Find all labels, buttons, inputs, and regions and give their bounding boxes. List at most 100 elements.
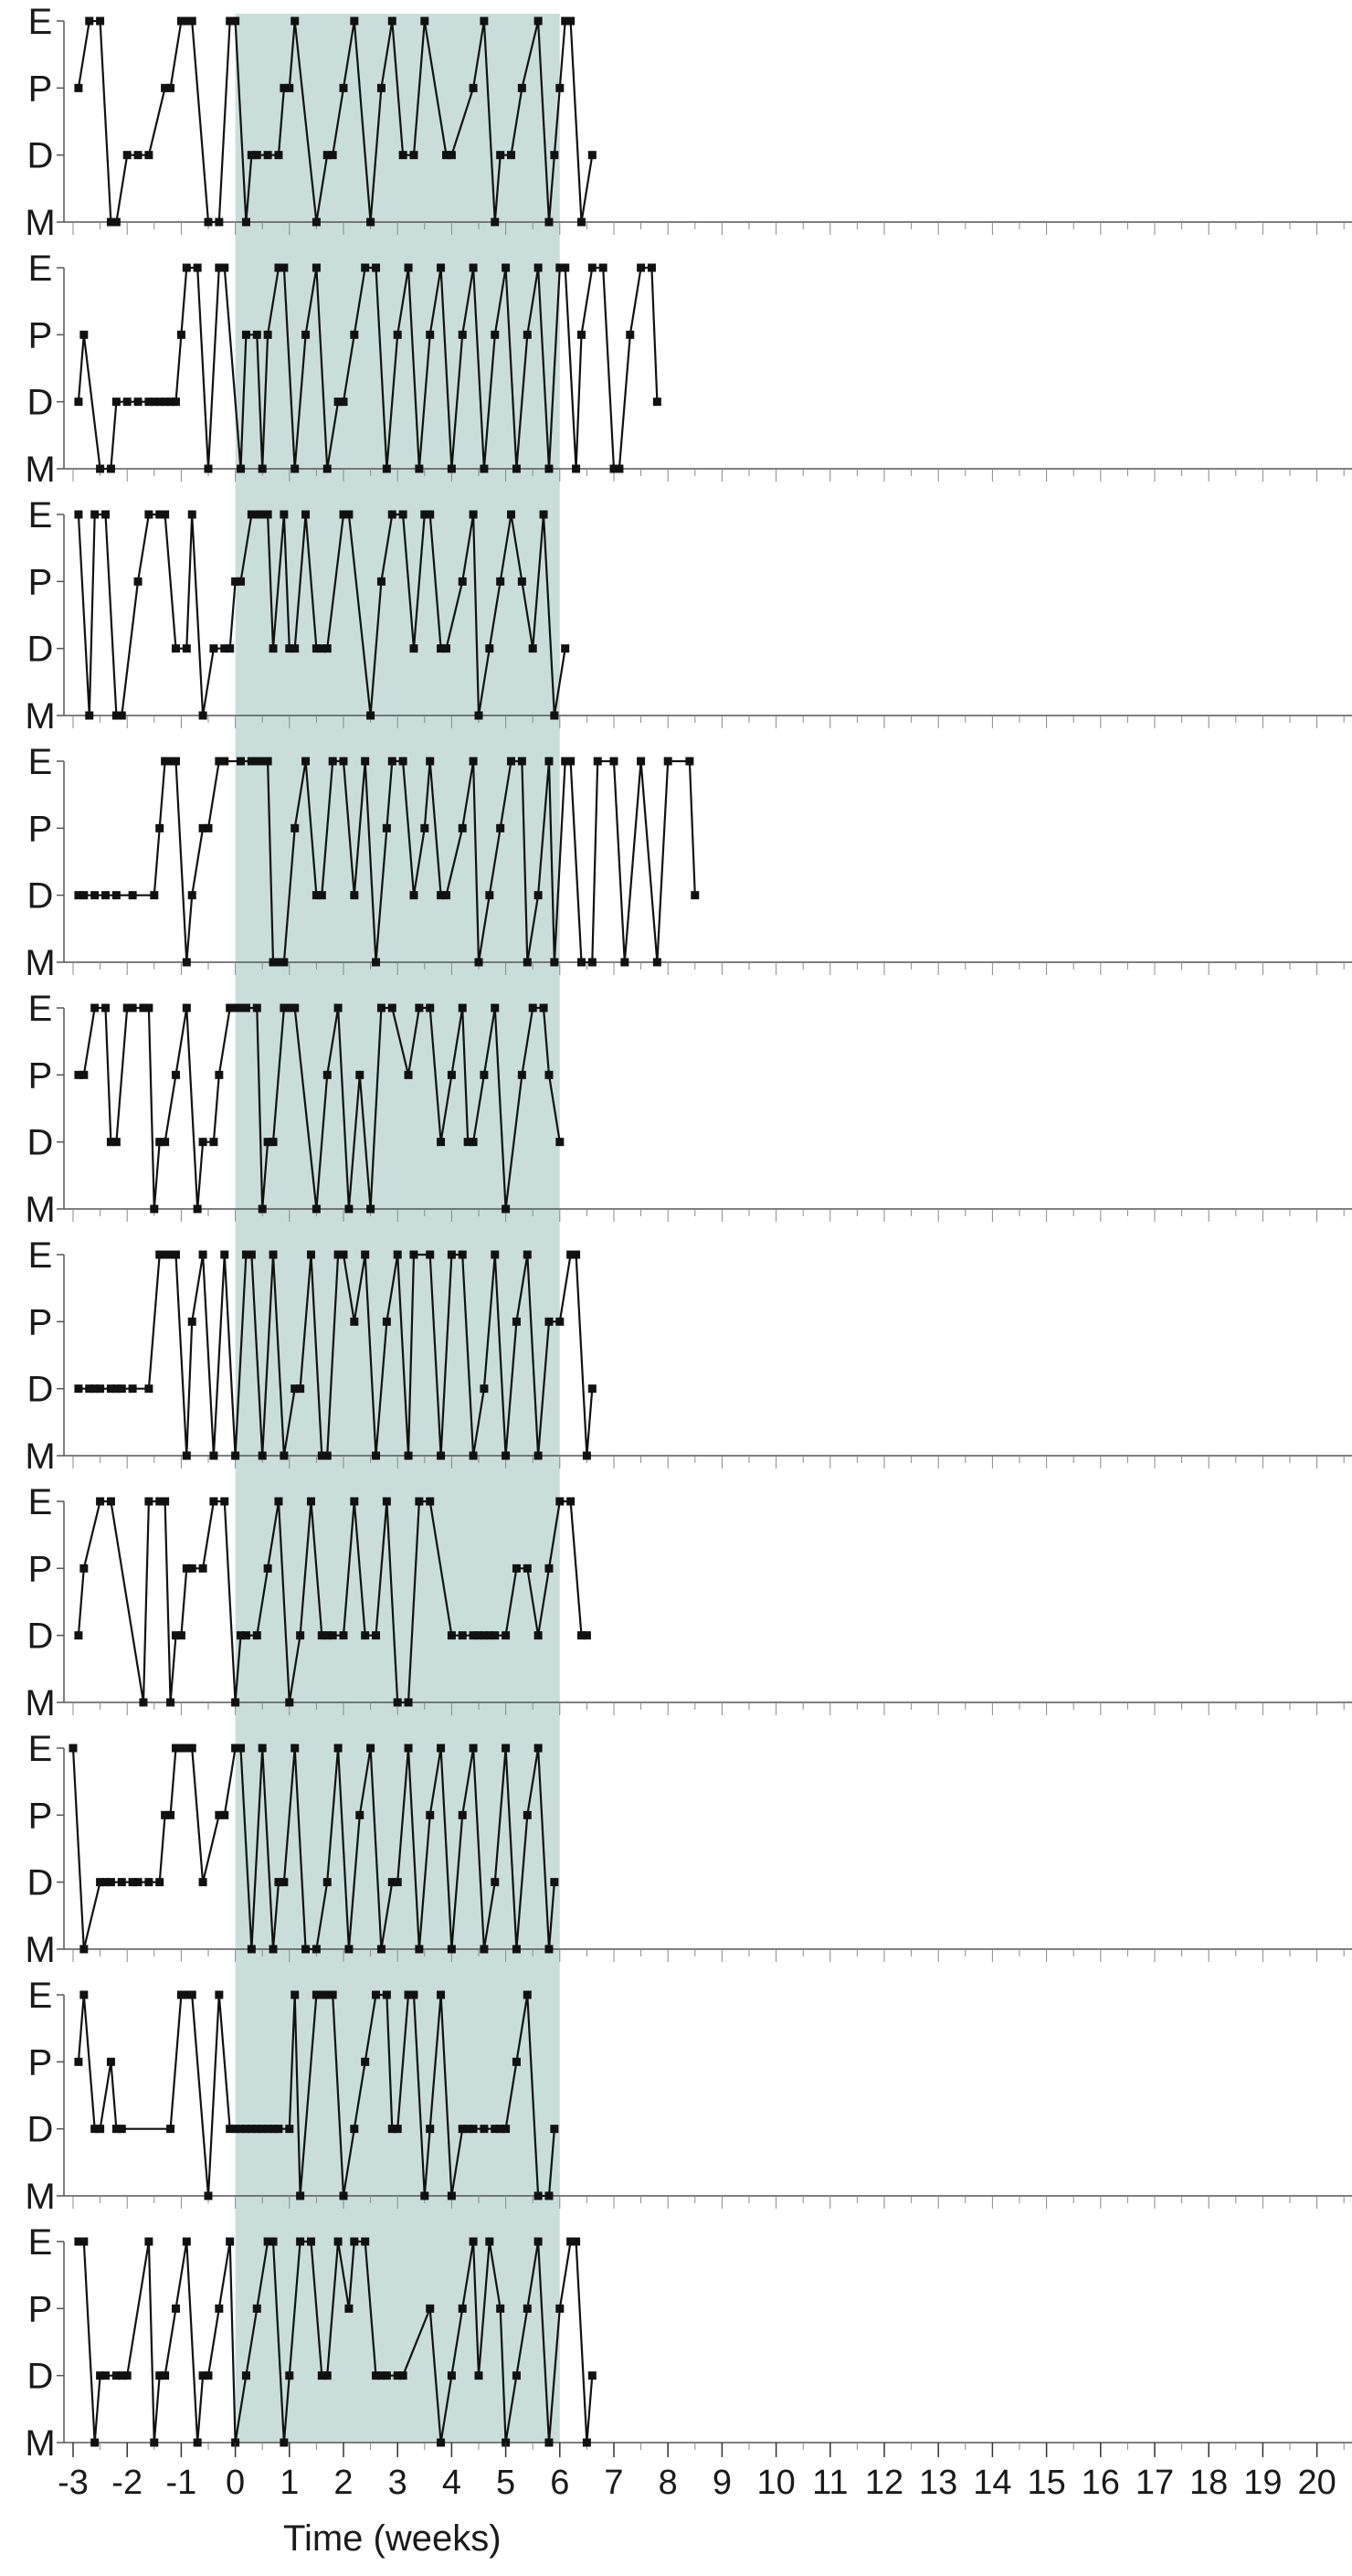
x-tick-label: 7 [604, 2464, 623, 2502]
y-tick-label: M [25, 696, 55, 737]
data-point [182, 958, 191, 967]
data-point [555, 2304, 565, 2313]
data-point [90, 2438, 100, 2447]
data-point [269, 958, 278, 967]
data-point [517, 577, 526, 586]
data-point [290, 644, 300, 653]
data-point [544, 1945, 554, 1954]
data-point [274, 958, 283, 967]
data-point [106, 1878, 115, 1887]
data-point [533, 1631, 543, 1640]
data-point [306, 1250, 315, 1259]
data-point [263, 330, 272, 339]
y-tick-label: M [25, 2423, 55, 2464]
data-point [572, 1250, 581, 1259]
y-tick-label: E [28, 1482, 53, 1522]
data-point [90, 891, 100, 900]
data-point [350, 891, 359, 900]
data-point [561, 757, 570, 766]
data-point [90, 1003, 100, 1012]
data-point [128, 1878, 137, 1887]
data-point [79, 2237, 89, 2246]
data-point [182, 1744, 191, 1753]
data-point [339, 1631, 348, 1640]
data-point [566, 2237, 576, 2246]
data-point [312, 217, 321, 227]
data-point [409, 1250, 418, 1259]
data-point [312, 891, 321, 900]
y-tick-label: P [28, 1796, 53, 1836]
data-point [523, 1564, 532, 1573]
data-point [533, 2237, 543, 2246]
data-point [398, 2371, 407, 2380]
data-point [561, 16, 570, 26]
data-point [280, 2438, 289, 2447]
data-point [171, 398, 180, 407]
data-point [122, 2371, 132, 2380]
data-point [491, 2125, 500, 2134]
data-point [150, 398, 159, 407]
data-point [274, 2125, 283, 2134]
data-point [480, 16, 489, 26]
data-point [469, 263, 478, 272]
data-point [404, 1990, 413, 1999]
data-point [528, 1003, 537, 1012]
data-point [252, 1631, 261, 1640]
data-point [237, 1631, 246, 1640]
data-point [550, 958, 559, 967]
data-point [533, 1744, 543, 1753]
data-point [209, 644, 218, 653]
data-point [74, 1384, 83, 1394]
data-point [252, 1003, 261, 1012]
data-point [317, 891, 326, 900]
data-point [209, 1497, 218, 1506]
data-point [437, 1138, 446, 1147]
data-point [409, 151, 418, 160]
data-point [469, 1451, 478, 1460]
data-point [74, 1070, 83, 1079]
x-tick-label: 2 [333, 2464, 353, 2502]
data-point [496, 2125, 505, 2134]
data-point [106, 217, 115, 227]
data-point [437, 1744, 446, 1753]
y-tick-label: M [25, 1683, 55, 1723]
data-point [322, 644, 332, 653]
data-point [404, 1070, 413, 1079]
data-point [582, 1451, 591, 1460]
data-point [469, 510, 478, 519]
data-point [96, 16, 105, 26]
data-point [458, 1003, 467, 1012]
data-point [322, 1631, 332, 1640]
data-point [96, 1878, 105, 1887]
data-point [426, 757, 435, 766]
data-point [144, 398, 153, 407]
data-point [101, 1878, 111, 1887]
data-point [350, 16, 359, 26]
data-point [576, 217, 586, 227]
data-point [241, 217, 250, 227]
data-point [393, 1698, 402, 1707]
data-point [372, 263, 381, 272]
data-point [128, 1384, 137, 1394]
data-point [280, 958, 289, 967]
data-point [652, 958, 661, 967]
data-point [387, 757, 396, 766]
data-point [539, 510, 548, 519]
data-point [469, 2237, 478, 2246]
data-point [447, 1945, 456, 1954]
y-tick-label: M [25, 1190, 55, 1230]
data-point [306, 1497, 315, 1506]
data-point [220, 1497, 229, 1506]
data-point [161, 1497, 170, 1506]
data-point [587, 1384, 597, 1394]
data-point [290, 823, 300, 832]
data-point [182, 1990, 191, 1999]
data-point [215, 1810, 224, 1819]
data-point [90, 2125, 100, 2134]
data-point [231, 16, 240, 26]
data-point [333, 1250, 343, 1259]
data-point [333, 1744, 343, 1753]
data-point [447, 1631, 456, 1640]
data-point [502, 2125, 511, 2134]
